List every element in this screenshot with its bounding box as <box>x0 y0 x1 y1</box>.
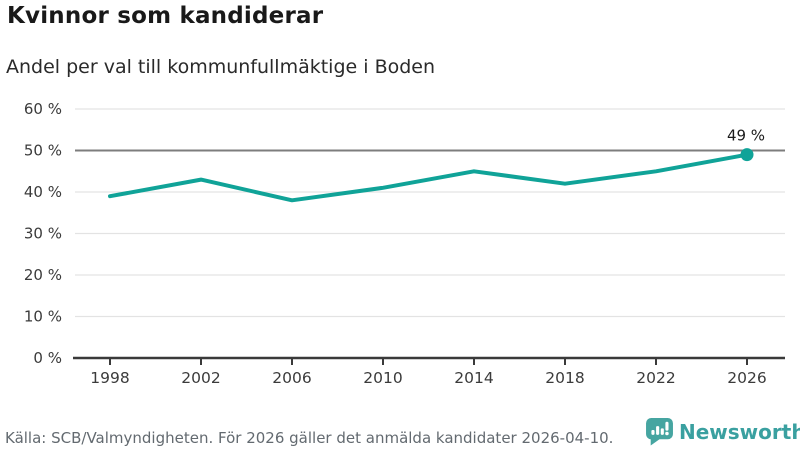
brand-name: Newsworthy <box>679 419 800 444</box>
data-line <box>108 152 749 203</box>
exclamation-dot <box>665 431 669 436</box>
exclamation-bar <box>665 421 669 431</box>
last-point-label: 49 % <box>727 127 765 145</box>
x-tick-label: 2014 <box>454 369 493 387</box>
x-tick-label: 2022 <box>636 369 675 387</box>
x-tick-label: 2006 <box>272 369 311 387</box>
x-tick-label: 2002 <box>181 369 220 387</box>
y-tick-label: 10 % <box>24 308 62 326</box>
x-tick-label: 2010 <box>363 369 402 387</box>
bar-short <box>651 430 655 435</box>
newsworthy-icon <box>646 418 673 446</box>
bar-medium <box>660 428 664 435</box>
speech-bubble-shape <box>646 418 673 446</box>
y-tick-label: 50 % <box>24 142 62 160</box>
last-point-dot <box>740 148 754 162</box>
y-tick-label: 30 % <box>24 225 62 243</box>
x-tick-label: 2026 <box>727 369 766 387</box>
y-tick-label: 60 % <box>24 100 62 118</box>
y-tick-label: 0 % <box>33 349 62 367</box>
y-tick-label: 40 % <box>24 183 62 201</box>
bar-tall <box>656 426 660 435</box>
source-note: Källa: SCB/Valmyndigheten. För 2026 gäll… <box>5 429 614 447</box>
y-tick-label: 20 % <box>24 266 62 284</box>
chart-subtitle: Andel per val till kommunfullmäktige i B… <box>6 56 436 78</box>
x-tick-label: 2018 <box>545 369 584 387</box>
x-tick-label: 1998 <box>90 369 129 387</box>
brand-logo: Newsworthy <box>645 417 800 446</box>
page-title: Kvinnor som kandiderar <box>7 3 324 29</box>
